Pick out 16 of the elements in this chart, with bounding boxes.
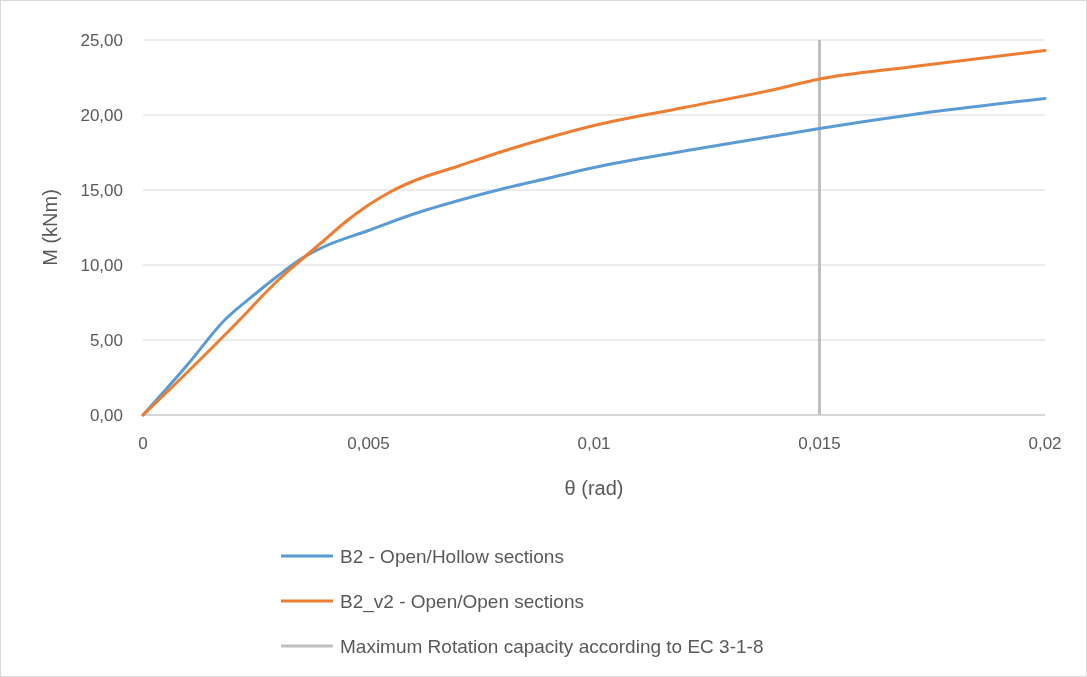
y-tick-label: 25,00 [80, 30, 123, 50]
y-tick-label: 5,00 [89, 330, 123, 350]
y-axis-title: M (kNm) [39, 189, 61, 266]
legend-label: B2_v2 - Open/Open sections [340, 590, 584, 613]
legend-label: Maximum Rotation capacity according to EC 3-1-8 [340, 635, 764, 657]
y-tick-label: 10,00 [80, 255, 123, 275]
y-tick-label: 20,00 [80, 105, 123, 125]
y-tick-label: 0,00 [89, 405, 123, 425]
x-tick-label: 0,005 [347, 434, 390, 453]
x-tick-label: 0 [138, 434, 148, 453]
x-tick-label: 0,01 [577, 434, 611, 453]
x-tick-label: 0,015 [798, 434, 841, 453]
x-axis-title: θ (rad) [564, 477, 624, 499]
legend-label: B2 - Open/Hollow sections [340, 545, 564, 567]
y-tick-label: 15,00 [80, 180, 123, 200]
x-tick-label: 0,02 [1028, 434, 1062, 453]
